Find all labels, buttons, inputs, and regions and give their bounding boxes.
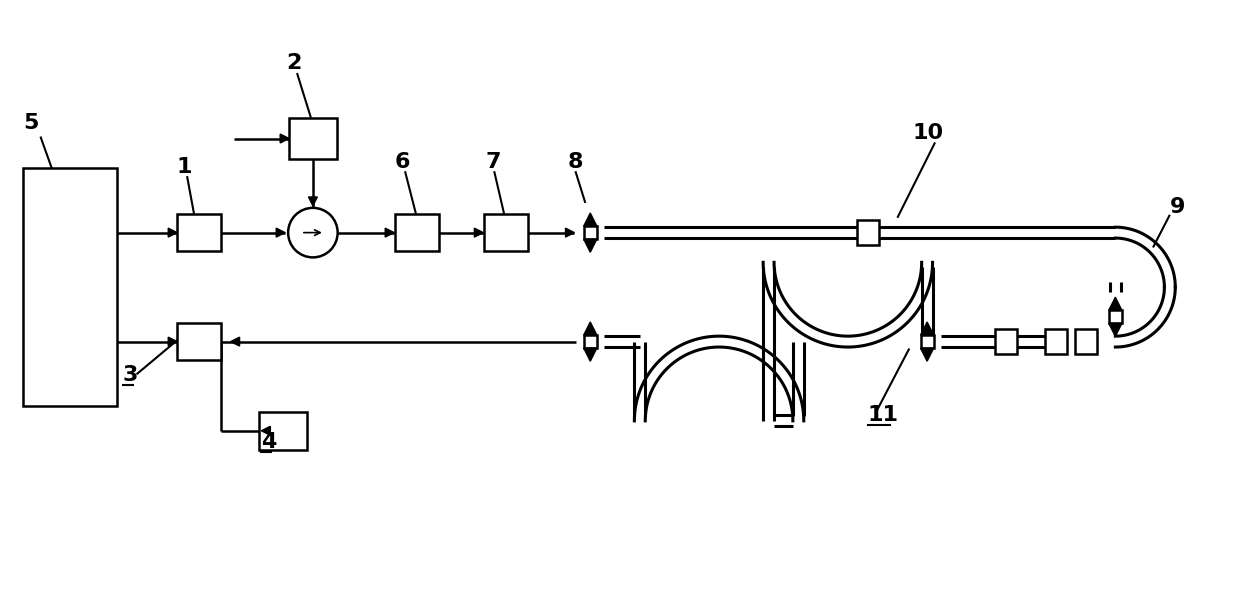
Bar xyxy=(259,412,308,450)
Text: 9: 9 xyxy=(1169,197,1185,217)
Polygon shape xyxy=(584,213,596,226)
Text: 11: 11 xyxy=(868,405,899,425)
Polygon shape xyxy=(584,322,596,335)
Bar xyxy=(857,220,879,245)
Bar xyxy=(1109,310,1122,324)
Bar xyxy=(584,335,596,348)
Text: 1: 1 xyxy=(176,157,192,177)
Polygon shape xyxy=(565,228,574,237)
Bar xyxy=(584,226,596,239)
Text: 5: 5 xyxy=(24,113,38,133)
Polygon shape xyxy=(231,337,239,346)
Bar xyxy=(920,335,934,348)
Polygon shape xyxy=(169,337,177,346)
Polygon shape xyxy=(386,228,394,237)
Text: 2: 2 xyxy=(286,53,301,73)
Polygon shape xyxy=(584,239,596,253)
Polygon shape xyxy=(1109,324,1122,337)
Bar xyxy=(177,323,221,361)
Bar xyxy=(24,168,118,406)
Polygon shape xyxy=(280,134,289,143)
Text: 3: 3 xyxy=(123,365,138,385)
Bar xyxy=(177,214,221,251)
Polygon shape xyxy=(920,348,934,361)
Bar xyxy=(289,118,337,159)
Polygon shape xyxy=(475,228,484,237)
Text: 8: 8 xyxy=(568,152,583,172)
Polygon shape xyxy=(920,322,934,335)
Bar xyxy=(485,214,528,251)
Polygon shape xyxy=(277,228,285,237)
Polygon shape xyxy=(584,348,596,361)
Text: 7: 7 xyxy=(485,152,501,172)
Polygon shape xyxy=(169,228,177,237)
Text: 10: 10 xyxy=(913,122,944,143)
Bar xyxy=(996,329,1017,355)
Bar xyxy=(1045,329,1066,355)
Text: 4: 4 xyxy=(262,432,277,451)
Polygon shape xyxy=(262,426,270,435)
Bar xyxy=(1075,329,1096,355)
Polygon shape xyxy=(1109,297,1122,310)
Text: 6: 6 xyxy=(396,152,410,172)
Polygon shape xyxy=(309,197,317,206)
Bar xyxy=(396,214,439,251)
